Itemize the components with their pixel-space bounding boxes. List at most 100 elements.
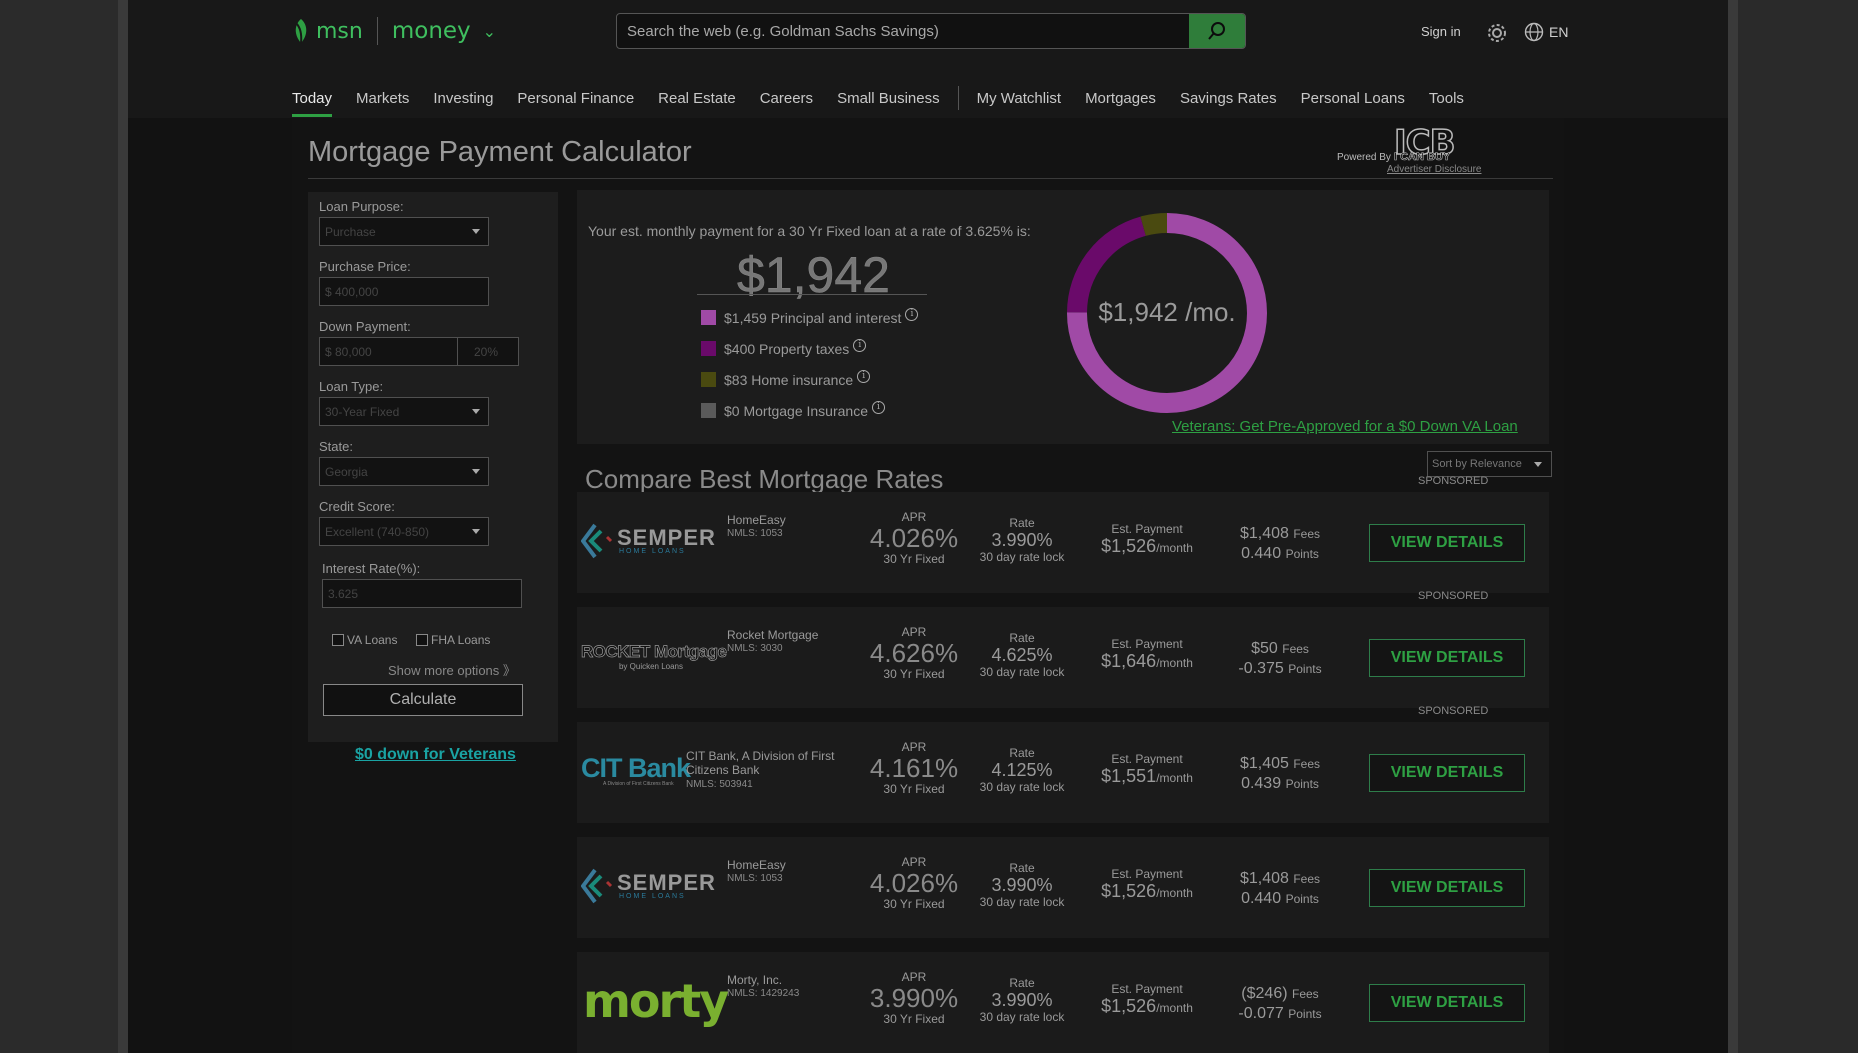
lender-nmls: NMLS: 503941 bbox=[686, 779, 753, 790]
view-details-button[interactable]: VIEW DETAILS bbox=[1369, 639, 1525, 677]
sponsored-label: SPONSORED bbox=[1418, 475, 1489, 487]
interest-rate-label: Interest Rate(%): bbox=[322, 561, 421, 576]
page-gutter bbox=[1728, 0, 1858, 1053]
legend-swatch bbox=[701, 403, 716, 418]
msn-header: msn money ⌄ Sign in EN Today Markets Inv… bbox=[128, 0, 1728, 118]
search-button[interactable] bbox=[1189, 14, 1245, 48]
rate-value: 3.990% bbox=[991, 530, 1053, 550]
fees-label: Fees bbox=[1282, 642, 1309, 656]
sign-in-link[interactable]: Sign in bbox=[1421, 24, 1461, 39]
legend-swatch bbox=[701, 310, 716, 325]
nav-today[interactable]: Today bbox=[292, 89, 333, 117]
fees-value: ($246) bbox=[1241, 985, 1288, 1002]
payment-value: $1,526 bbox=[1101, 536, 1157, 556]
legend-swatch bbox=[701, 372, 716, 387]
down-payment-percent-input[interactable]: 20% bbox=[457, 337, 519, 366]
down-payment-input[interactable]: $ 80,000 bbox=[319, 337, 458, 366]
cit-bank-logo: CIT Bank A Division of First Citizens Ban… bbox=[581, 746, 721, 796]
nav-markets[interactable]: Markets bbox=[356, 89, 410, 107]
nav-mortgages[interactable]: Mortgages bbox=[1085, 89, 1156, 107]
show-more-options-link[interactable]: Show more options 》 bbox=[388, 663, 516, 678]
icb-logo[interactable]: ICB bbox=[1393, 122, 1456, 164]
info-icon[interactable]: i bbox=[857, 370, 871, 383]
payment-heading: Est. Payment bbox=[1111, 752, 1183, 766]
fees-value: $50 bbox=[1251, 640, 1278, 657]
sort-value: Sort by Relevance bbox=[1432, 458, 1522, 470]
lender-nmls: NMLS: 1429243 bbox=[727, 988, 800, 999]
search-icon bbox=[1208, 22, 1225, 40]
veterans-link[interactable]: $0 down for Veterans bbox=[355, 746, 516, 763]
rate-value: 4.625% bbox=[991, 645, 1053, 665]
rate-lock: 30 day rate lock bbox=[979, 550, 1065, 564]
va-loan-link[interactable]: Veterans: Get Pre-Approved for a $0 Down… bbox=[1172, 418, 1518, 435]
legend-label: $83 Home insurance bbox=[724, 371, 854, 388]
apr-value: 4.626% bbox=[869, 638, 959, 668]
search-box bbox=[616, 13, 1246, 49]
info-icon[interactable]: i bbox=[905, 308, 919, 321]
nav-my-watchlist[interactable]: My Watchlist bbox=[976, 89, 1062, 107]
payment-value: $1,526 bbox=[1101, 881, 1157, 901]
fees-column: ($246) Fees -0.077 Points bbox=[1215, 984, 1345, 1024]
lender-name: Rocket Mortgage bbox=[727, 628, 819, 642]
points-label: Points bbox=[1288, 662, 1322, 676]
points-value: -0.077 bbox=[1238, 1005, 1284, 1022]
down-payment-value: $ 80,000 bbox=[325, 344, 372, 359]
nav-divider bbox=[957, 86, 959, 110]
info-icon[interactable]: i bbox=[853, 339, 867, 352]
msn-money-logo[interactable]: msn money ⌄ bbox=[292, 14, 496, 48]
chevron-down-icon[interactable]: ⌄ bbox=[482, 21, 497, 41]
sort-select[interactable]: Sort by Relevance bbox=[1427, 451, 1552, 477]
legend-swatch bbox=[701, 341, 716, 356]
loan-purpose-select[interactable]: Purchase bbox=[319, 217, 489, 246]
loan-term: 30 Yr Fixed bbox=[883, 1012, 945, 1026]
state-select[interactable]: Georgia bbox=[319, 457, 489, 486]
lender-nmls: NMLS: 1053 bbox=[727, 528, 783, 539]
rate-column: Rate 3.990% 30 day rate lock bbox=[967, 516, 1077, 564]
search-input[interactable] bbox=[617, 14, 1189, 48]
info-icon[interactable]: i bbox=[871, 401, 885, 414]
nav-personal-loans[interactable]: Personal Loans bbox=[1300, 89, 1405, 107]
language-selector[interactable]: EN bbox=[1524, 22, 1568, 42]
checkbox-box bbox=[416, 634, 428, 646]
loan-term: 30 Yr Fixed bbox=[883, 552, 945, 566]
apr-column: APR 3.990% 30 Yr Fixed bbox=[859, 970, 969, 1026]
view-details-button[interactable]: VIEW DETAILS bbox=[1369, 754, 1525, 792]
per-month: /month bbox=[1156, 771, 1193, 785]
view-details-button[interactable]: VIEW DETAILS bbox=[1369, 869, 1525, 907]
donut-segment bbox=[1140, 213, 1168, 236]
advertiser-disclosure-link[interactable]: Advertiser Disclosure bbox=[1387, 164, 1482, 175]
sponsored-label: SPONSORED bbox=[1418, 705, 1489, 717]
lender-card: morty Morty, Inc. NMLS: 1429243 APR 3.99… bbox=[577, 952, 1549, 1053]
gear-icon[interactable] bbox=[1486, 22, 1508, 44]
nav-small-business[interactable]: Small Business bbox=[837, 89, 940, 107]
semper-wordmark: SEMPER bbox=[617, 524, 716, 550]
nav-investing[interactable]: Investing bbox=[433, 89, 494, 107]
payment-heading: Est. Payment bbox=[1111, 522, 1183, 536]
interest-rate-value: 3.625 bbox=[328, 586, 359, 601]
nav-careers[interactable]: Careers bbox=[759, 89, 814, 107]
chevron-down-icon bbox=[472, 409, 480, 414]
nav-personal-finance[interactable]: Personal Finance bbox=[517, 89, 635, 107]
nav-savings-rates[interactable]: Savings Rates bbox=[1179, 89, 1277, 107]
fees-value: $1,408 bbox=[1239, 525, 1289, 542]
loan-type-select[interactable]: 30-Year Fixed bbox=[319, 397, 489, 426]
purchase-price-input[interactable]: $ 400,000 bbox=[319, 277, 489, 306]
interest-rate-input[interactable]: 3.625 bbox=[322, 579, 522, 608]
semper-logo: SEMPER HOME LOANS bbox=[581, 516, 721, 566]
page-title: Mortgage Payment Calculator bbox=[308, 136, 692, 168]
nav-real-estate[interactable]: Real Estate bbox=[658, 89, 736, 107]
lender-card: SEMPER HOME LOANS HomeEasy NMLS: 1053 APR… bbox=[577, 492, 1549, 593]
view-details-button[interactable]: VIEW DETAILS bbox=[1369, 524, 1525, 562]
view-details-button[interactable]: VIEW DETAILS bbox=[1369, 984, 1525, 1022]
semper-mark-icon bbox=[581, 523, 613, 559]
rate-heading: Rate bbox=[1009, 976, 1035, 990]
payment-value: $1,551 bbox=[1101, 766, 1157, 786]
fha-loans-checkbox[interactable]: FHA Loans bbox=[416, 633, 490, 647]
donut-segments bbox=[1067, 213, 1267, 413]
divider bbox=[376, 17, 378, 45]
calculate-button[interactable]: Calculate bbox=[323, 684, 523, 716]
points-value: 0.439 bbox=[1241, 775, 1282, 792]
credit-score-select[interactable]: Excellent (740-850) bbox=[319, 517, 489, 546]
va-loans-checkbox[interactable]: VA Loans bbox=[332, 633, 397, 647]
nav-tools[interactable]: Tools bbox=[1428, 89, 1464, 107]
